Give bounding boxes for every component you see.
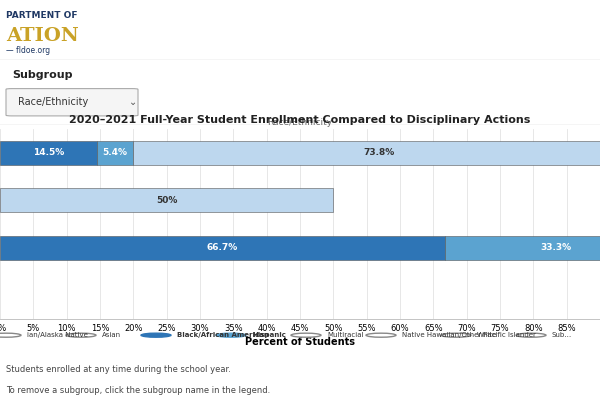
Bar xyxy=(0,188,334,212)
Text: 14.5%: 14.5% xyxy=(33,148,64,157)
Circle shape xyxy=(366,333,396,337)
Title: 2020–2021 Full-Year Student Enrollment Compared to Disciplinary Actions: 2020–2021 Full-Year Student Enrollment C… xyxy=(70,116,530,126)
Text: Students enrolled at any time during the school year.: Students enrolled at any time during the… xyxy=(6,365,231,374)
Circle shape xyxy=(66,333,96,337)
Text: Multiracial: Multiracial xyxy=(327,332,364,338)
Text: ATION: ATION xyxy=(6,27,79,45)
Text: 73.8%: 73.8% xyxy=(363,148,394,157)
Text: Race/Ethnicity: Race/Ethnicity xyxy=(18,97,88,107)
Text: Native Hawaiian/Other Pacific Islander: Native Hawaiian/Other Pacific Islander xyxy=(402,332,536,338)
Text: Race/Ethnicity: Race/Ethnicity xyxy=(268,118,332,127)
Text: Asian: Asian xyxy=(102,332,121,338)
Text: White: White xyxy=(477,332,497,338)
Circle shape xyxy=(216,333,246,337)
Text: ian/Alaska Native: ian/Alaska Native xyxy=(27,332,88,338)
Text: 33.3%: 33.3% xyxy=(540,243,571,252)
Bar xyxy=(97,141,133,165)
Text: To remove a subgroup, click the subgroup name in the legend.: To remove a subgroup, click the subgroup… xyxy=(6,386,270,395)
Text: ⌄: ⌄ xyxy=(129,97,137,107)
Text: Subgroup: Subgroup xyxy=(12,70,73,80)
Text: Sub…: Sub… xyxy=(552,332,572,338)
Text: — fldoe.org: — fldoe.org xyxy=(6,46,50,55)
Circle shape xyxy=(441,333,471,337)
Circle shape xyxy=(0,333,21,337)
Text: 5.4%: 5.4% xyxy=(102,148,127,157)
Circle shape xyxy=(141,333,171,337)
Circle shape xyxy=(516,333,546,337)
Text: Black/African American: Black/African American xyxy=(177,332,269,338)
Bar xyxy=(0,141,97,165)
Bar xyxy=(445,236,600,260)
Text: PARTMENT OF: PARTMENT OF xyxy=(6,11,77,20)
Text: Hispanic: Hispanic xyxy=(252,332,286,338)
Bar xyxy=(0,236,445,260)
FancyBboxPatch shape xyxy=(6,89,138,116)
Circle shape xyxy=(291,333,321,337)
Text: 66.7%: 66.7% xyxy=(207,243,238,252)
Bar xyxy=(133,141,600,165)
Text: 50%: 50% xyxy=(156,196,178,205)
X-axis label: Percent of Students: Percent of Students xyxy=(245,337,355,347)
